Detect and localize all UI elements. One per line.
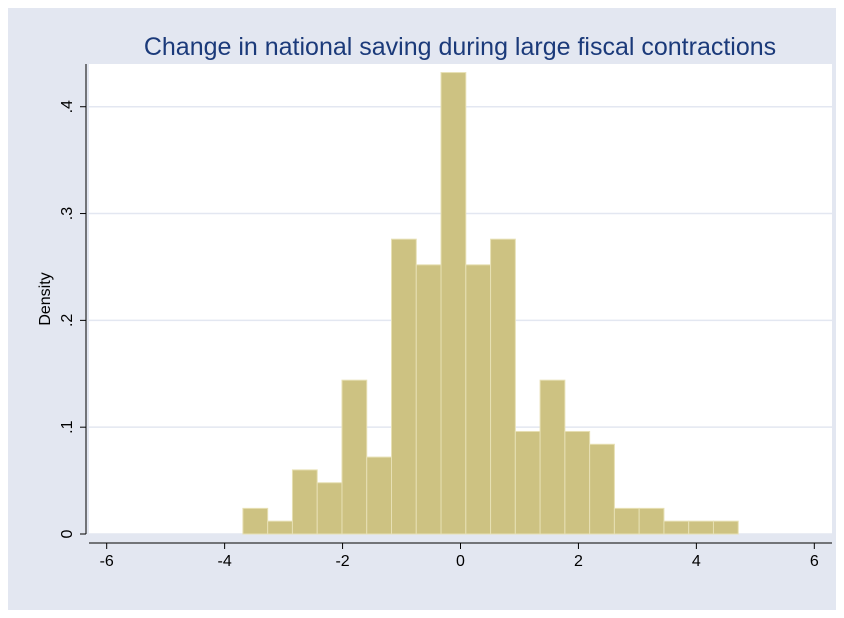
- histogram-bar: [316, 482, 343, 535]
- histogram-bar: [589, 443, 615, 535]
- histogram-bar: [564, 430, 591, 535]
- histogram-bar: [291, 469, 318, 535]
- x-tick-label: 6: [810, 553, 819, 570]
- histogram-bar: [663, 520, 690, 535]
- histogram-bar: [440, 72, 467, 535]
- x-tick-label: 4: [692, 553, 701, 570]
- histogram-bar: [267, 520, 293, 535]
- histogram-bar: [613, 507, 640, 535]
- x-tick-label: -6: [100, 553, 114, 570]
- x-tick-label: -2: [335, 553, 349, 570]
- axes: 0 .1 .2 .3 .4 -6 -4 -2 0 2 4 6: [59, 64, 832, 570]
- histogram-bar: [514, 430, 541, 535]
- y-tick-label: .1: [59, 420, 76, 433]
- y-tick-label: .2: [59, 314, 76, 327]
- histogram-bar: [539, 379, 566, 535]
- histogram-bar: [341, 379, 368, 535]
- y-tick-label: .4: [59, 100, 76, 113]
- histogram-bar: [366, 456, 393, 535]
- histogram-bar: [465, 264, 492, 535]
- y-tick-label: .3: [59, 207, 76, 220]
- y-axis-label: Density: [37, 272, 54, 325]
- histogram-bar: [415, 264, 442, 535]
- histogram-bar: [242, 507, 269, 535]
- histogram-bar: [490, 238, 516, 535]
- chart-title: Change in national saving during large f…: [144, 33, 776, 61]
- histogram-bar: [391, 238, 417, 535]
- x-tick-label: 2: [574, 553, 583, 570]
- x-tick-label: -4: [218, 553, 232, 570]
- bars: [242, 72, 739, 535]
- histogram-bar: [688, 520, 714, 535]
- x-tick-label: 0: [456, 553, 465, 570]
- histogram-bar: [712, 520, 739, 535]
- y-tick-label: 0: [59, 529, 76, 538]
- histogram-bar: [638, 507, 665, 535]
